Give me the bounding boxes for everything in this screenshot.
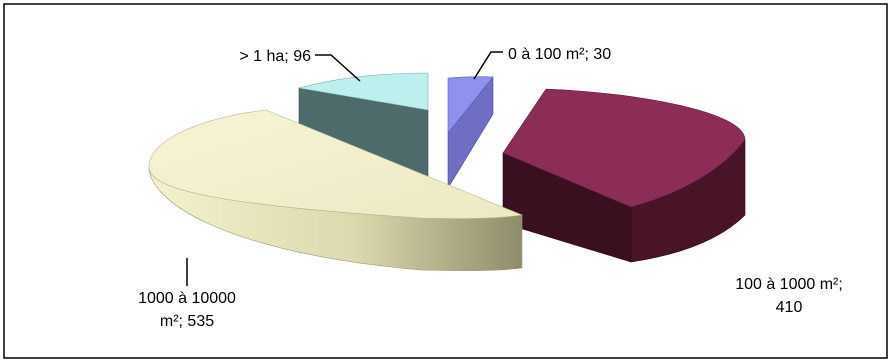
pie-slice-0-to-100 <box>447 76 494 190</box>
data-label-over-1-ha: > 1 ha; 96 <box>239 48 311 65</box>
data-label-line: 410 <box>776 299 803 316</box>
data-label-line: 100 à 1000 m²; <box>735 276 843 293</box>
pie-slice-1000-to-10000 <box>148 109 524 271</box>
leader-line-over-1-ha <box>315 54 361 82</box>
pie-slice-100-to-1000 <box>502 88 746 263</box>
data-label-line: m²; 535 <box>160 313 214 330</box>
data-label-line: > 1 ha; 96 <box>239 48 311 65</box>
chart-border <box>3 3 888 359</box>
data-label-line: 0 à 100 m²; 30 <box>508 46 611 63</box>
data-label-1000-to-10000: 1000 à 10000 m²; 535 <box>138 290 236 330</box>
data-label-100-to-1000: 100 à 1000 m²; 410 <box>735 276 843 316</box>
data-label-line: 1000 à 10000 <box>138 290 236 307</box>
leader-line-0-to-100 <box>473 51 503 80</box>
data-label-0-to-100: 0 à 100 m²; 30 <box>508 46 611 63</box>
